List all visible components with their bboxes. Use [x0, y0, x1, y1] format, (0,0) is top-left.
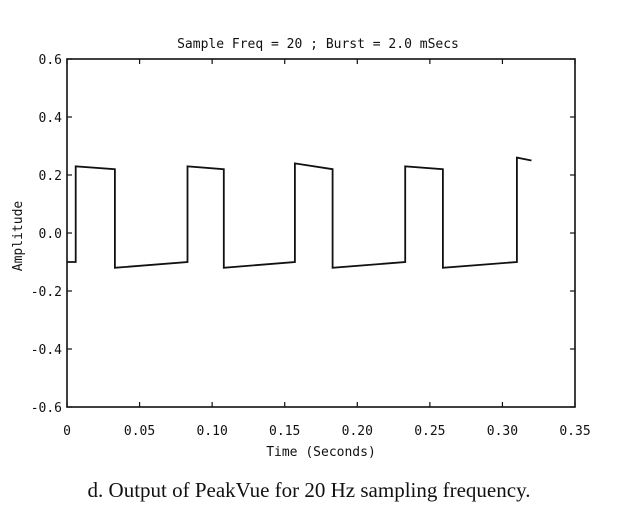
- x-tick-label: 0.05: [124, 424, 155, 439]
- chart: Sample Freq = 20 ; Burst = 2.0 mSecs 0 0.…: [11, 37, 591, 460]
- y-tick-label: 0.2: [39, 169, 62, 184]
- x-tick-label: 0.35: [559, 424, 590, 439]
- y-tick-label: 0.0: [39, 227, 62, 242]
- figure-caption: d. Output of PeakVue for 20 Hz sampling …: [87, 478, 531, 502]
- x-axis-ticks: 0 0.05 0.10 0.15 0.20 0.25 0.30 0.35: [63, 59, 591, 439]
- y-tick-label: -0.4: [31, 343, 62, 358]
- chart-title: Sample Freq = 20 ; Burst = 2.0 mSecs: [177, 37, 459, 52]
- y-tick-label: 0.6: [39, 53, 62, 68]
- x-tick-label: 0.30: [487, 424, 518, 439]
- y-tick-label: -0.2: [31, 285, 62, 300]
- series-line: [67, 156, 532, 269]
- x-tick-label: 0.25: [414, 424, 445, 439]
- x-tick-label: 0: [63, 424, 71, 439]
- x-axis-label: Time (Seconds): [266, 445, 376, 460]
- x-tick-label: 0.10: [196, 424, 227, 439]
- y-tick-label: -0.6: [31, 401, 62, 416]
- series-layer: [67, 156, 532, 269]
- y-axis-ticks: 0.6 0.4 0.2 0.0 -0.2 -0.4 -0.6: [31, 53, 575, 416]
- x-tick-label: 0.20: [342, 424, 373, 439]
- x-tick-label: 0.15: [269, 424, 300, 439]
- y-axis-label: Amplitude: [11, 201, 26, 272]
- plot-frame: [66, 58, 576, 408]
- y-tick-label: 0.4: [39, 111, 63, 126]
